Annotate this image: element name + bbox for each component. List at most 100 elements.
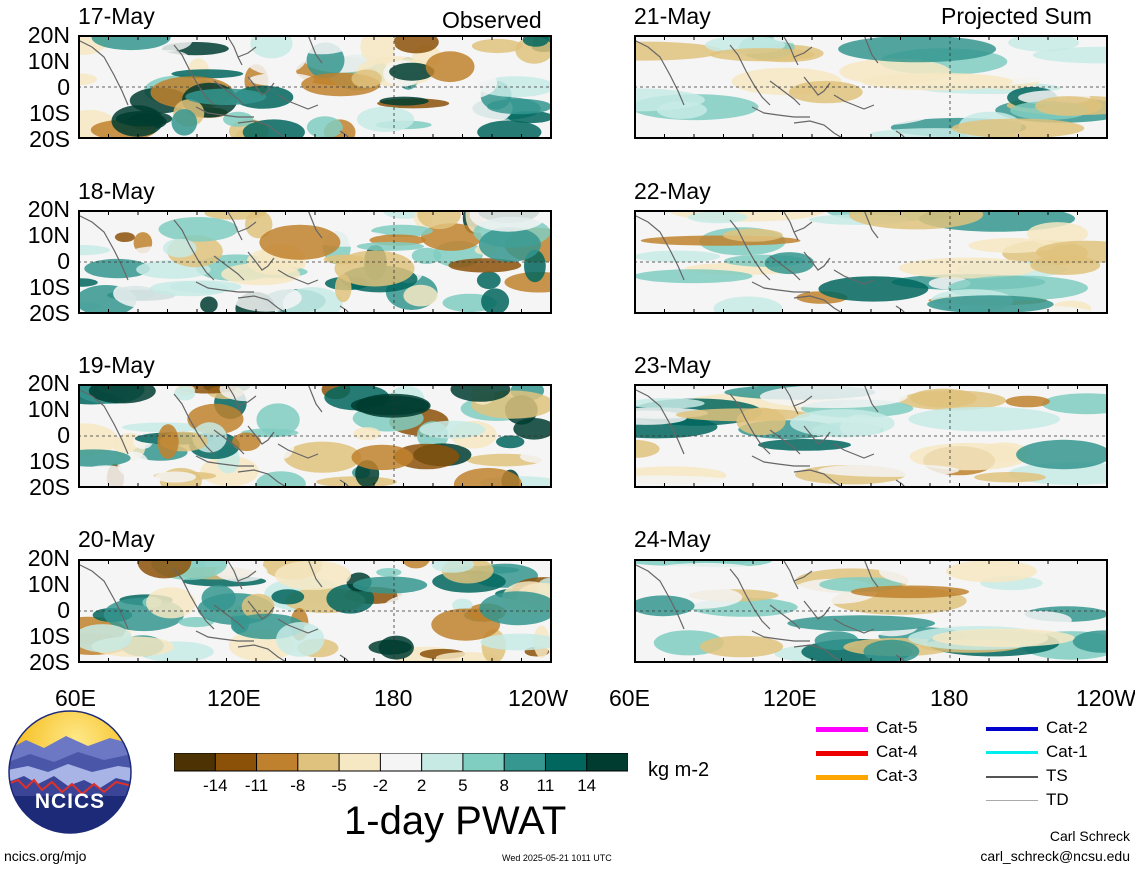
panel-date-label: 23-May	[634, 352, 711, 378]
lat-label: 0	[57, 74, 70, 100]
colorbar-swatch	[421, 752, 464, 772]
anomaly-patch	[927, 295, 1054, 314]
anomaly-patch	[393, 35, 439, 54]
anomaly-patch	[722, 228, 783, 242]
anomaly-patch	[910, 388, 977, 408]
coastline	[307, 384, 323, 413]
anomaly-patch	[479, 591, 552, 626]
coastline	[247, 600, 275, 620]
anomaly-patch	[431, 559, 475, 573]
coastline	[307, 210, 323, 239]
anomaly-patch	[634, 41, 723, 61]
coastline	[833, 443, 875, 459]
coastline	[863, 559, 879, 588]
colorbar	[173, 752, 629, 778]
anomaly-patch	[326, 584, 375, 614]
anomaly-patch	[157, 424, 179, 459]
anomaly-patch	[241, 593, 275, 620]
legend-line	[816, 727, 868, 732]
colorbar-tick-labels: -14 -11 -8 -5 -2 2 5 8 11 14	[174, 776, 628, 798]
map-panel-17-may	[78, 35, 552, 139]
footer-email[interactable]: carl_schreck@ncsu.edu	[980, 848, 1130, 864]
coastline	[833, 94, 875, 110]
coastline	[793, 469, 845, 488]
coastline	[195, 630, 254, 642]
pwat-anomaly-map	[78, 35, 552, 139]
coastline	[863, 35, 879, 64]
lon-label: 120E	[207, 685, 261, 711]
anomaly-patch	[818, 276, 929, 302]
coastline	[793, 395, 813, 407]
colorbar-swatch	[462, 752, 505, 772]
coastline	[227, 36, 243, 66]
legend-line	[816, 775, 868, 780]
coastline	[634, 39, 685, 106]
map-panel-24-may	[634, 559, 1108, 663]
colorbar-tick-label: 5	[458, 776, 468, 795]
panel-date-label: 24-May	[634, 526, 711, 552]
header-observed: Observed	[442, 7, 542, 33]
pwat-anomaly-map	[634, 384, 1108, 488]
anomaly-patch	[1027, 222, 1088, 246]
anomaly-patch	[758, 439, 851, 451]
lon-label: 60E	[609, 685, 650, 711]
lat-label: 0	[57, 248, 70, 274]
legend-label: Cat-4	[876, 742, 918, 761]
panel-date-label: 20-May	[78, 526, 155, 552]
legend-line	[986, 776, 1038, 778]
anomaly-patch	[232, 432, 261, 452]
legend-label: Cat-1	[1046, 742, 1088, 761]
coastline	[78, 563, 129, 630]
coastline	[751, 281, 810, 293]
anomaly-patch	[353, 427, 381, 441]
lat-label: 20S	[29, 649, 70, 675]
legend-label: Cat-2	[1046, 718, 1088, 737]
anomaly-patch	[806, 99, 934, 126]
colorbar-tick-label: 8	[499, 776, 509, 795]
anomaly-patch	[838, 35, 997, 63]
map-panel-19-may	[78, 384, 552, 488]
coastline	[195, 455, 254, 467]
coastline	[769, 255, 801, 281]
anomaly-patch	[154, 471, 197, 483]
anomaly-patch	[91, 35, 171, 51]
map-panel-20-may	[78, 559, 552, 663]
anomaly-patch	[379, 96, 429, 106]
anomaly-patch	[376, 568, 402, 577]
anomaly-patch	[421, 223, 482, 251]
anomaly-patch	[78, 244, 111, 256]
coastline	[213, 429, 245, 455]
coastline	[634, 563, 685, 630]
anomaly-patch	[200, 296, 218, 313]
coastline	[769, 80, 801, 106]
coastline	[213, 80, 245, 106]
anomaly-patch	[478, 227, 541, 262]
anomaly-patch	[271, 589, 305, 605]
anomaly-patch	[452, 598, 473, 612]
anomaly-patch	[361, 213, 384, 224]
coastline	[78, 214, 129, 281]
legend-line	[986, 751, 1038, 754]
anomaly-patch	[403, 284, 438, 307]
legend-label: Cat-3	[876, 766, 918, 785]
footer-site-link[interactable]: ncics.org/mjo	[4, 848, 87, 864]
colorbar-tick-label: 2	[416, 776, 427, 795]
pwat-anomaly-map	[78, 384, 552, 488]
anomaly-patch	[221, 263, 300, 286]
coastline	[793, 295, 845, 314]
coastline	[751, 455, 810, 467]
ncics-logo-icon	[8, 710, 132, 834]
anomaly-patch	[1072, 630, 1108, 653]
anomaly-patch	[471, 38, 523, 54]
anomaly-patch	[223, 111, 254, 127]
legend-line	[986, 800, 1038, 801]
colorbar-tick-label: -8	[290, 776, 306, 795]
anomaly-patch	[425, 51, 475, 83]
anomaly-patch	[634, 439, 660, 458]
anomaly-patch	[171, 69, 244, 79]
lat-label: 20S	[29, 474, 70, 500]
coastline	[751, 106, 810, 118]
coastline	[173, 219, 215, 281]
lon-label: 180	[930, 685, 969, 711]
anomaly-patch	[78, 423, 118, 457]
